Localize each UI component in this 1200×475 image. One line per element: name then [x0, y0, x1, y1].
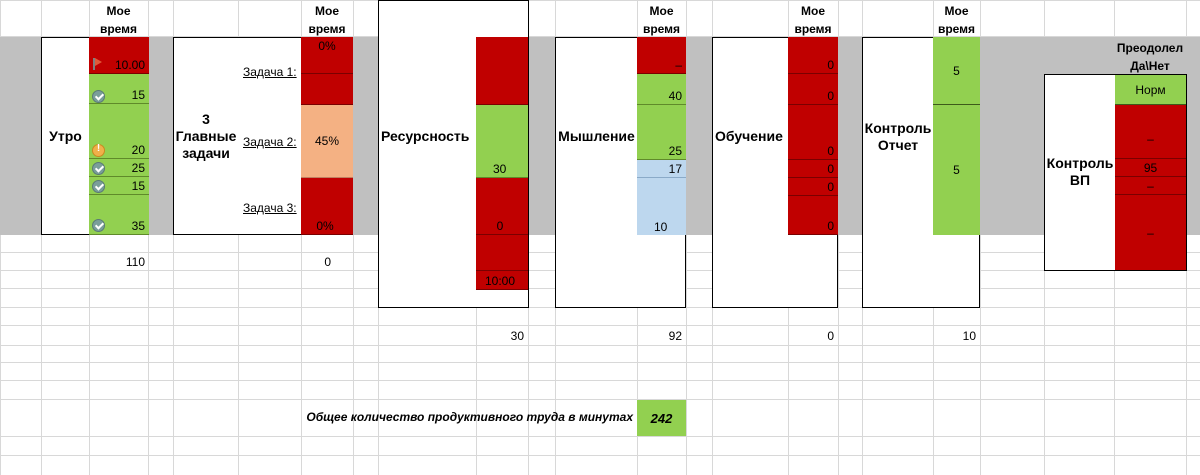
check-icon [92, 219, 105, 232]
control-vp-cell[interactable]: 95 [1115, 159, 1186, 177]
tasks-cell[interactable]: 0% [301, 178, 353, 235]
gridline [89, 0, 90, 475]
thinking-cell[interactable]: 25 [637, 105, 686, 160]
morning-title[interactable]: Утро [41, 37, 90, 235]
gridline [301, 0, 302, 475]
thinking-cell[interactable]: 17 [637, 160, 686, 178]
overcame-header: Преодолел Да\Нет [1116, 41, 1184, 73]
control-vp-cell[interactable]: – [1115, 105, 1186, 159]
resource-title[interactable]: Ресурсность [381, 127, 470, 144]
gridline [0, 380, 1200, 381]
gridline [173, 0, 174, 475]
control-vp-column: Норм – 95 – – [1115, 75, 1186, 270]
resource-cell[interactable]: 0 [476, 178, 528, 235]
gridline [980, 0, 981, 475]
control-vp-cell[interactable]: Норм [1115, 75, 1186, 105]
gridline [353, 0, 354, 475]
resource-cell[interactable]: 30 [476, 105, 528, 178]
learning-cell[interactable]: 0 [788, 37, 838, 74]
control-vp-title[interactable]: Контроль ВП [1046, 155, 1114, 188]
morning-column: 10.00 15 20 25 15 35 [89, 37, 149, 235]
flag-icon [93, 58, 102, 70]
thinking-title[interactable]: Мышление [558, 127, 635, 144]
summary-label: Общее количество продуктивного труда в м… [306, 410, 633, 424]
gridline [148, 0, 149, 475]
resource-cell[interactable]: 10:00 [476, 271, 528, 290]
control-time-header: Мое время [937, 4, 976, 36]
thinking-cell[interactable]: 40 [637, 74, 686, 105]
warning-icon [92, 143, 105, 157]
thinking-cell[interactable]: – [637, 37, 686, 74]
tasks-cell[interactable]: 0% [301, 37, 353, 74]
resource-cell[interactable] [476, 37, 528, 105]
morning-cell[interactable]: 10.00 [89, 37, 149, 74]
resource-column: 30 0 10:00 [476, 37, 528, 290]
learning-time-header: Мое время [794, 4, 832, 36]
task-1-label[interactable]: Задача 1: [243, 65, 297, 79]
check-icon [92, 162, 105, 175]
learning-cell[interactable]: 0 [788, 105, 838, 160]
task-3-label[interactable]: Задача 3: [243, 201, 297, 215]
morning-cell[interactable]: 25 [89, 159, 149, 177]
gridline [0, 345, 1200, 346]
gridline [0, 362, 1200, 363]
gridline [838, 0, 839, 475]
resource-total[interactable]: 30 [510, 329, 524, 343]
check-icon [92, 180, 105, 193]
learning-cell[interactable]: 0 [788, 74, 838, 105]
tasks-cell[interactable]: 45% [301, 105, 353, 178]
gridline [0, 455, 1200, 456]
tasks-time-header: Мое время [308, 4, 346, 36]
tasks-total[interactable]: 0 [324, 255, 331, 269]
control-column: 5 5 [933, 37, 980, 235]
gridline [686, 0, 687, 475]
control-cell[interactable]: 5 [933, 37, 980, 105]
gridline [0, 36, 1200, 37]
learning-cell[interactable]: 0 [788, 178, 838, 196]
check-icon [92, 90, 105, 103]
control-title[interactable]: Контроль Отчет [864, 120, 932, 153]
control-vp-cell[interactable]: – [1115, 195, 1186, 270]
thinking-time-header: Мое время [642, 4, 681, 36]
morning-total[interactable]: 110 [125, 255, 145, 269]
summary-value[interactable]: 242 [637, 400, 686, 436]
tasks-cell[interactable] [301, 74, 353, 105]
gridline [0, 436, 1200, 437]
morning-cell[interactable]: 15 [89, 177, 149, 195]
gridline [41, 0, 42, 475]
gridline [238, 0, 239, 475]
thinking-cell[interactable]: 10 [637, 178, 686, 235]
control-total[interactable]: 10 [962, 329, 976, 343]
tasks-title[interactable]: 3 Главные задачи [175, 110, 237, 161]
resource-cell[interactable] [476, 235, 528, 271]
learning-cell[interactable]: 0 [788, 196, 838, 235]
learning-column: 0 0 0 0 0 0 [788, 37, 838, 235]
learning-cell[interactable]: 0 [788, 160, 838, 178]
morning-time-header: Мое время [99, 4, 138, 36]
control-vp-cell[interactable]: – [1115, 177, 1186, 195]
tasks-column: 0% 45% 0% [301, 37, 353, 235]
thinking-column: – 40 25 17 10 [637, 37, 686, 235]
learning-total[interactable]: 0 [827, 329, 834, 343]
task-2-label[interactable]: Задача 2: [243, 135, 297, 149]
gridline [0, 325, 1200, 326]
control-cell[interactable]: 5 [933, 105, 980, 235]
thinking-total[interactable]: 92 [668, 329, 682, 343]
gridline [0, 399, 1200, 400]
learning-title[interactable]: Обучение [715, 127, 783, 144]
